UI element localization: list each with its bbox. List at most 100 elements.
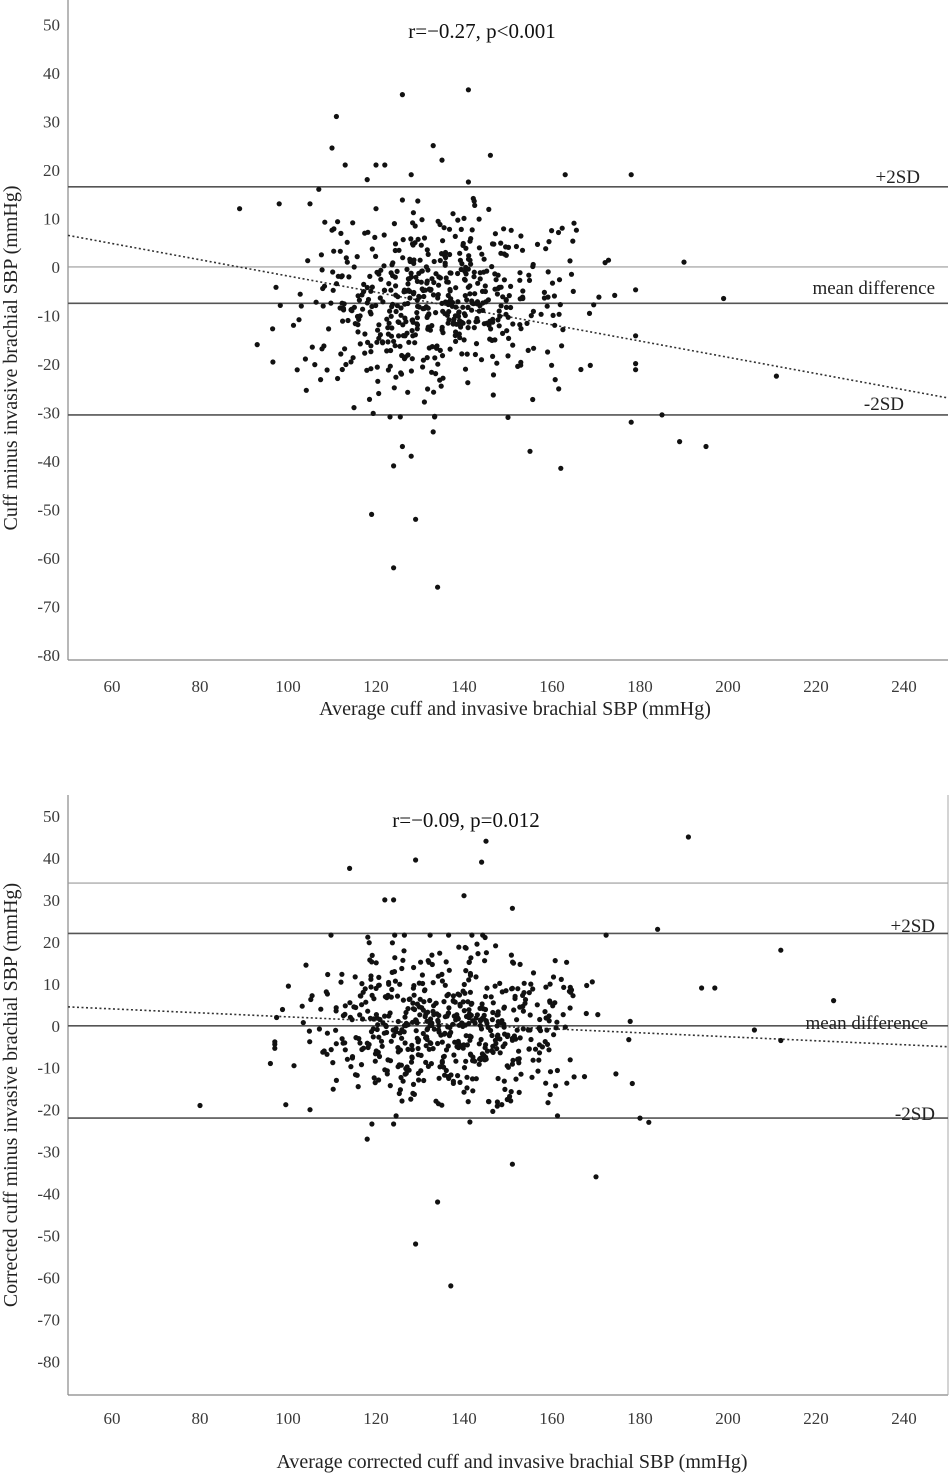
data-point	[318, 252, 324, 258]
data-point	[559, 343, 565, 349]
data-point	[456, 1041, 462, 1047]
data-point	[429, 276, 435, 282]
data-point	[480, 1006, 486, 1012]
data-point	[388, 270, 394, 276]
data-point	[431, 1026, 437, 1032]
data-point	[567, 1005, 573, 1011]
data-point	[573, 227, 580, 233]
data-point	[340, 305, 347, 312]
data-point	[411, 992, 417, 998]
data-point	[366, 396, 373, 402]
data-point	[567, 984, 573, 990]
mean-difference-label: mean difference	[805, 1013, 928, 1034]
data-point	[477, 303, 483, 309]
data-point	[498, 303, 504, 309]
data-point	[421, 999, 427, 1005]
data-point	[437, 221, 443, 228]
data-point	[483, 838, 489, 844]
data-point	[338, 979, 344, 985]
data-point	[422, 1014, 428, 1020]
data-point	[318, 377, 324, 383]
data-point	[342, 1011, 348, 1018]
data-point	[395, 319, 401, 325]
data-point	[442, 1072, 448, 1078]
data-point	[480, 932, 486, 938]
data-point	[450, 211, 456, 217]
data-point	[659, 412, 665, 418]
y-tick-label: 10	[43, 209, 60, 228]
data-point	[471, 325, 477, 331]
y-tick-label: 0	[52, 1017, 61, 1036]
data-point	[541, 289, 548, 295]
data-point	[446, 226, 453, 232]
data-point	[465, 1099, 471, 1105]
data-point	[400, 997, 406, 1003]
data-point	[559, 225, 565, 231]
data-point	[410, 1019, 416, 1025]
data-point	[421, 1077, 427, 1084]
data-point	[581, 1074, 588, 1080]
data-point	[495, 1075, 501, 1082]
data-point	[424, 1036, 430, 1042]
data-point	[468, 236, 474, 242]
y-tick-labels: 50 40 30 20 10 0 -10 -20 -30 -40 -50 -60 -70 -80	[37, 807, 60, 1371]
data-point	[370, 1034, 376, 1040]
data-point	[371, 1075, 377, 1081]
data-point	[374, 269, 380, 275]
data-point	[430, 429, 436, 435]
data-point	[424, 355, 430, 361]
data-point	[445, 1043, 451, 1049]
data-point	[362, 230, 368, 236]
x-tick-label: 240	[891, 1409, 917, 1428]
data-point	[344, 239, 350, 245]
data-point	[476, 1041, 482, 1047]
data-point	[593, 1174, 599, 1180]
data-point	[359, 981, 365, 987]
data-point	[482, 283, 488, 289]
data-point	[388, 347, 394, 354]
data-point	[409, 328, 415, 334]
data-point	[390, 301, 396, 307]
data-point	[545, 294, 551, 300]
data-point	[393, 308, 399, 315]
data-point	[513, 243, 520, 250]
y-axis-title: Corrected cuff minus invasive brachial S…	[0, 883, 22, 1307]
data-point	[374, 1026, 380, 1033]
data-point	[550, 1003, 556, 1009]
data-point	[410, 1000, 416, 1006]
data-point	[409, 1055, 415, 1061]
data-points	[197, 834, 837, 1289]
data-point	[378, 1038, 385, 1044]
data-point	[433, 1000, 439, 1006]
data-point	[778, 1037, 784, 1044]
y-tick-label: -80	[37, 1352, 60, 1371]
x-tick-label: 160	[539, 677, 565, 696]
data-point	[431, 389, 437, 395]
data-point	[461, 337, 467, 343]
data-point	[313, 299, 319, 305]
data-point	[507, 1093, 513, 1100]
data-point	[502, 1086, 508, 1092]
y-tick-label: -40	[37, 1185, 60, 1204]
data-point	[403, 319, 409, 325]
data-point	[436, 1075, 442, 1081]
mean-difference-label: mean difference	[812, 278, 935, 299]
data-point	[369, 284, 375, 290]
data-point	[493, 277, 499, 283]
data-point	[515, 986, 521, 992]
data-point	[382, 897, 388, 903]
data-point	[408, 453, 414, 459]
x-tick-label: 220	[803, 1409, 829, 1428]
data-point	[444, 993, 450, 999]
data-point	[530, 308, 537, 314]
data-point	[375, 378, 381, 384]
data-point	[420, 364, 426, 370]
data-point	[446, 932, 452, 938]
data-point	[421, 399, 427, 405]
data-point	[490, 1108, 496, 1114]
data-point	[633, 333, 639, 339]
data-point	[340, 1040, 346, 1046]
data-point	[461, 215, 467, 221]
data-point	[424, 278, 430, 284]
y-tick-label: -10	[37, 306, 60, 325]
